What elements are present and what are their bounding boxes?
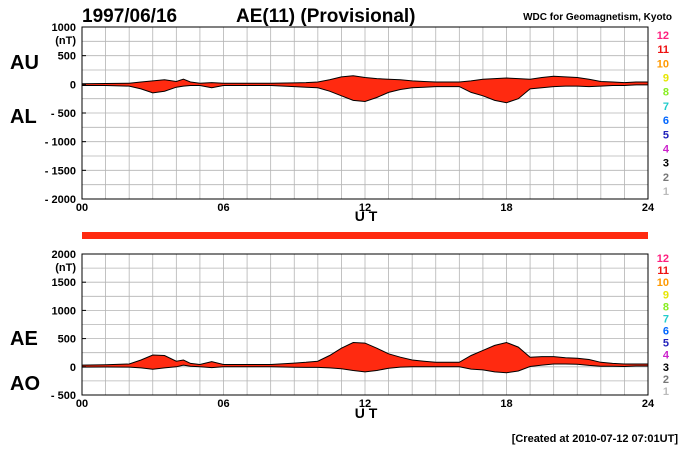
legend-number: 9 (663, 73, 669, 85)
legend-number: 9 (663, 289, 669, 301)
legend-number: 7 (663, 313, 669, 325)
x-tick-label: 06 (217, 398, 229, 410)
y-tick-label: 0 (70, 362, 76, 374)
legend-number: 11 (657, 265, 669, 277)
separator-bar (82, 232, 648, 239)
y-tick-label: - 1500 (45, 165, 76, 177)
x-tick-label: 12 (359, 202, 371, 214)
au-al-unit-label: (nT) (55, 35, 76, 47)
y-tick-label: 0 (70, 79, 76, 91)
legend-number: 2 (663, 172, 669, 184)
legend-number: 10 (657, 58, 669, 70)
y-tick-label: 1000 (52, 305, 76, 317)
source-label: WDC for Geomagnetism, Kyoto (523, 12, 672, 23)
y-tick-label: 1500 (52, 277, 76, 289)
legend-number: 11 (657, 44, 669, 56)
y-tick-label: - 1000 (45, 137, 76, 149)
legend-number: 12 (657, 30, 669, 42)
au-al-x-ticks: 00 06 12 18 24 (76, 202, 655, 214)
legend-number: 1 (663, 386, 669, 398)
y-tick-label: - 2000 (45, 194, 76, 206)
au-al-y-ticks: 1000 500 0 - 500 - 1000 - 1500 - 2000 (45, 22, 86, 206)
ae-series-line (81, 341, 648, 366)
ae-label: AE (10, 328, 38, 350)
ae-ao-fill-area (82, 342, 648, 373)
legend-number: 8 (663, 87, 669, 99)
legend-number: 12 (657, 253, 669, 265)
ao-series-line (81, 363, 648, 374)
ae-ao-grid (82, 254, 648, 395)
legend-number: 7 (663, 101, 669, 113)
au-al-fill-area (82, 75, 648, 103)
x-tick-label: 24 (642, 398, 655, 410)
legend-number: 5 (663, 338, 669, 350)
al-series-line (82, 84, 648, 104)
legend-number: 6 (663, 326, 669, 338)
legend-number: 4 (663, 143, 670, 155)
legend-number: 1 (663, 186, 669, 198)
au-al-grid (82, 27, 648, 199)
x-tick-label: 00 (76, 202, 88, 214)
y-tick-label: - 500 (51, 108, 76, 120)
legend-number: 8 (663, 301, 669, 313)
y-tick-label: - 500 (51, 390, 76, 402)
x-tick-label: 12 (359, 398, 371, 410)
legend-number: 10 (657, 277, 669, 289)
legend-number: 5 (663, 129, 669, 141)
ao-label: AO (10, 373, 40, 395)
created-label: [Created at 2010-07-12 07:01UT] (512, 433, 679, 445)
ae-ao-frame (81, 253, 649, 396)
legend-number: 3 (663, 362, 669, 374)
x-tick-label: 18 (500, 202, 512, 214)
au-series-line (81, 75, 648, 85)
al-label: AL (10, 106, 37, 128)
y-tick-label: 500 (58, 334, 76, 346)
index-title: AE(11) (Provisional) (236, 6, 416, 27)
x-tick-label: 24 (642, 202, 655, 214)
date-title: 1997/06/16 (82, 6, 177, 27)
ae-ao-y-ticks: 2000 1500 1000 500 0 - 500 (51, 249, 86, 402)
au-al-plot (81, 75, 648, 104)
y-tick-label: 1000 (52, 22, 76, 34)
x-tick-label: 18 (500, 398, 512, 410)
ae-ao-x-ticks: 00 06 12 18 24 (76, 398, 655, 410)
legend-number: 2 (663, 374, 669, 386)
ae-ao-unit-label: (nT) (55, 262, 76, 274)
au-label: AU (10, 52, 39, 74)
au-al-x-label: U T (355, 208, 378, 224)
x-tick-label: 06 (217, 202, 229, 214)
ae-ao-x-label: U T (355, 405, 378, 421)
legend-number: 6 (663, 115, 669, 127)
y-tick-label: 2000 (52, 249, 76, 261)
ae-ao-plot (81, 341, 648, 374)
y-tick-label: 500 (58, 51, 76, 63)
legend-number: 4 (663, 350, 670, 362)
legend-number: 3 (663, 158, 669, 170)
x-tick-label: 00 (76, 398, 88, 410)
au-al-legend: 12 11 10 9 8 7 6 5 4 3 2 1 (657, 30, 670, 198)
